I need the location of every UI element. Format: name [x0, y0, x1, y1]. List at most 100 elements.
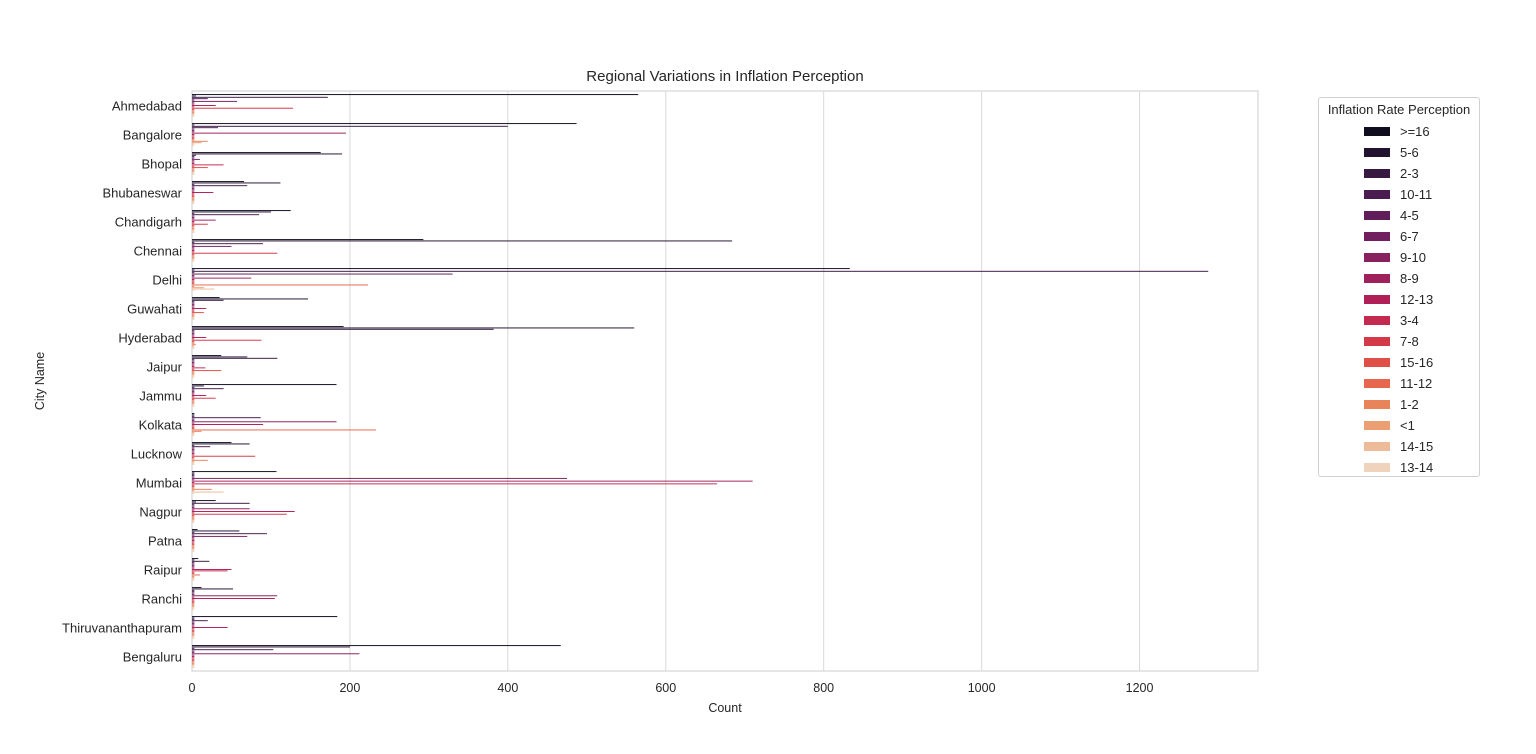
bar — [192, 142, 202, 144]
legend-label: 9-10 — [1400, 250, 1427, 265]
bar — [192, 393, 195, 395]
bar — [192, 660, 195, 662]
y-tick-label: Chandigarh — [115, 215, 182, 230]
bar — [192, 96, 328, 98]
y-tick-label: Bhubaneswar — [103, 186, 183, 201]
bar — [192, 488, 212, 490]
bar — [192, 297, 220, 299]
bar — [192, 573, 195, 575]
bar — [192, 542, 195, 544]
bar — [192, 127, 219, 129]
bar — [192, 105, 216, 106]
bar — [192, 569, 232, 570]
bar — [192, 538, 195, 540]
bar — [192, 603, 195, 605]
bar — [192, 284, 369, 286]
legend-item: 2-3 — [1319, 163, 1479, 184]
bar — [192, 575, 195, 577]
legend-label: 2-3 — [1400, 166, 1419, 181]
y-tick-label: Jammu — [139, 389, 182, 404]
legend-swatch — [1364, 400, 1390, 409]
bar — [192, 341, 195, 343]
bar — [192, 248, 195, 250]
bar — [192, 339, 262, 341]
y-tick-label: Kolkata — [139, 418, 183, 433]
bar — [192, 534, 195, 536]
legend-swatch — [1364, 316, 1390, 325]
bar — [192, 461, 195, 463]
bar — [192, 338, 195, 340]
bar — [192, 502, 250, 504]
bar — [192, 656, 195, 657]
bar — [192, 566, 195, 568]
bar — [192, 167, 208, 169]
bar — [192, 384, 337, 386]
bar — [192, 559, 195, 561]
bar — [192, 280, 195, 282]
bar — [192, 451, 195, 453]
legend-swatch — [1364, 211, 1390, 220]
x-tick-label: 1200 — [1126, 681, 1154, 695]
bar — [192, 214, 260, 216]
gridlines — [349, 91, 1141, 671]
bar — [192, 201, 195, 203]
bar — [192, 169, 195, 171]
y-tick-label: Ahmedabad — [112, 99, 182, 114]
bar — [192, 477, 568, 479]
bar — [192, 153, 343, 155]
bar — [192, 245, 232, 247]
bar — [192, 364, 195, 366]
bar — [192, 305, 195, 307]
bar — [192, 260, 195, 262]
bar — [192, 368, 195, 370]
bar — [192, 545, 195, 547]
bar — [192, 664, 195, 666]
bar — [192, 454, 195, 456]
bar — [192, 651, 195, 653]
bar — [192, 374, 195, 376]
bar — [192, 428, 195, 430]
bar — [192, 400, 195, 402]
bar — [192, 629, 195, 631]
bar — [192, 666, 195, 668]
bar — [192, 240, 733, 242]
bar — [192, 577, 195, 579]
y-tick-label: Nagpur — [139, 505, 182, 520]
bar — [192, 328, 494, 330]
y-tick-label: Ranchi — [142, 592, 183, 607]
bar — [192, 396, 195, 398]
bar — [192, 531, 195, 533]
bar — [192, 367, 206, 369]
x-tick-label: 800 — [813, 681, 834, 695]
bar — [192, 405, 195, 407]
bar — [192, 115, 195, 117]
bar — [192, 600, 195, 602]
bar — [192, 154, 196, 156]
legend-item: 15-16 — [1319, 352, 1479, 373]
bar — [192, 604, 195, 606]
bar — [192, 419, 195, 421]
bar — [192, 450, 195, 452]
bar — [192, 113, 195, 115]
legend-swatch — [1364, 379, 1390, 388]
legend-swatch — [1364, 127, 1390, 136]
bar — [192, 550, 195, 552]
bar — [192, 309, 195, 311]
bar — [192, 250, 195, 251]
bar — [192, 256, 195, 258]
bar — [192, 189, 195, 191]
bar — [192, 483, 718, 485]
bar — [192, 508, 250, 510]
bar — [192, 226, 195, 228]
bar — [192, 281, 195, 283]
bar — [192, 231, 195, 233]
chart-title: Regional Variations in Inflation Percept… — [586, 68, 863, 85]
legend-item: 11-12 — [1319, 373, 1479, 394]
bar — [192, 392, 195, 394]
y-tick-label: Lucknow — [131, 447, 183, 462]
bar — [192, 359, 195, 361]
bar — [192, 110, 195, 112]
bar — [192, 157, 195, 159]
bar — [192, 434, 195, 436]
y-axis-label: City Name — [33, 352, 47, 410]
